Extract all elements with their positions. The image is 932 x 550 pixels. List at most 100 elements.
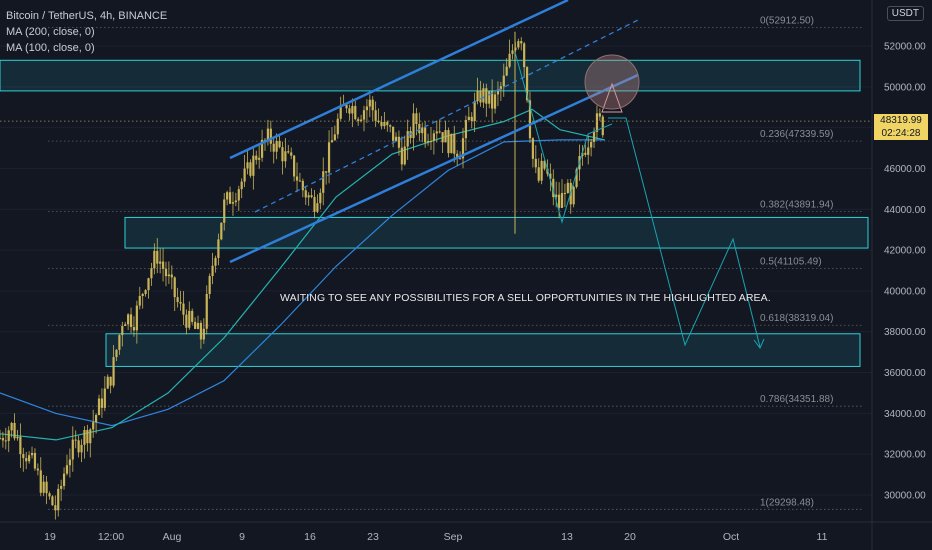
candle-body [80, 444, 83, 453]
candle-body [173, 277, 176, 298]
projection-arrowhead [753, 338, 765, 349]
candle-body [191, 310, 194, 322]
projection-line [608, 117, 761, 348]
candle-body [377, 120, 380, 122]
candle-body [595, 113, 599, 132]
candle-body [293, 155, 296, 177]
candle-body [89, 429, 92, 444]
candle-body [129, 314, 133, 328]
time-tick: 9 [239, 531, 245, 543]
candle-body [310, 195, 313, 197]
time-tick: 13 [561, 531, 573, 543]
sell-zone-circle [584, 54, 640, 110]
candle-body [432, 133, 435, 141]
candle-body [584, 152, 587, 155]
candle-body [243, 168, 246, 182]
candle-body [499, 86, 502, 90]
candle-body [226, 192, 229, 200]
candle-body [7, 430, 10, 441]
candle-body [537, 167, 540, 181]
candle-body [290, 152, 293, 156]
currency-button[interactable]: USDT [886, 6, 924, 21]
candle-body [246, 162, 249, 169]
candle-body [205, 293, 208, 329]
candle-body [112, 357, 115, 386]
candle-body [348, 108, 351, 114]
candle-body [511, 50, 514, 54]
candle-body [83, 429, 86, 445]
candle-body [368, 99, 371, 107]
candle-body [467, 116, 470, 120]
candle-body [16, 436, 19, 439]
candle-body [447, 130, 450, 154]
candle-body [295, 176, 299, 181]
candle-body [260, 139, 264, 158]
candle-body [208, 276, 211, 294]
candle-body [563, 192, 567, 194]
candle-body [60, 485, 63, 489]
candle-body [167, 274, 170, 277]
candle-body [10, 422, 13, 431]
candle-body [412, 113, 415, 139]
candle-body [450, 133, 453, 154]
trade-annotation: WAITING TO SEE ANY POSSIBILITIES FOR A S… [280, 292, 771, 304]
candle-body [30, 452, 34, 456]
candle-body [534, 158, 537, 168]
candle-body [103, 388, 106, 408]
candle-body [220, 222, 223, 240]
time-tick: 19 [44, 531, 56, 543]
candle-body [281, 147, 284, 162]
candle-body [57, 488, 60, 511]
candle-body [156, 250, 159, 264]
candle-body [549, 173, 552, 179]
candle-body [383, 121, 386, 127]
candle-body [301, 180, 304, 191]
price-tick: 38000.00 [884, 327, 926, 338]
candle-body [231, 202, 235, 204]
candle-body [351, 106, 354, 114]
candle-body [223, 199, 226, 223]
candle-body [48, 493, 51, 497]
time-tick: 23 [367, 531, 379, 543]
time-tick: 12:00 [98, 531, 124, 543]
candle-body [394, 136, 398, 141]
candle-body [444, 130, 447, 143]
fib-label: 0.236(47339.59) [760, 129, 833, 140]
fib-label: 0.786(34351.88) [760, 394, 833, 405]
candle-body [330, 140, 334, 143]
candle-body [386, 121, 389, 126]
candle-body [508, 53, 511, 67]
price-tick: 42000.00 [884, 246, 926, 257]
candle-body [36, 468, 39, 471]
candle-body [97, 398, 101, 415]
candle-body [19, 436, 22, 455]
candle-body [339, 105, 342, 119]
candle-body [479, 90, 482, 103]
candle-body [161, 261, 165, 269]
candle-body [482, 88, 485, 103]
candle-body [485, 88, 488, 104]
candle-body [365, 106, 369, 111]
candle-body [1, 438, 5, 441]
candle-body [456, 153, 459, 159]
candle-body [94, 414, 98, 423]
channel-mid [254, 19, 639, 213]
fib-label: 0.5(41105.49) [760, 256, 822, 267]
highlight-zone [124, 216, 869, 249]
candle-body [65, 465, 69, 474]
moving-averages [0, 108, 605, 441]
candle-body [287, 151, 290, 153]
candle-body [164, 268, 168, 277]
price-axis: 30000.00 32000.00 34000.00 36000.00 38000.00… [871, 0, 926, 550]
candle-body [118, 335, 121, 350]
candle-body [470, 116, 473, 122]
candle-body [592, 131, 596, 142]
candle-body [540, 160, 543, 181]
candle-body [62, 473, 66, 486]
target-triangle [601, 82, 623, 113]
candle-body [275, 140, 278, 152]
candle-body [68, 459, 71, 466]
candle-body [272, 143, 275, 152]
candle-body [400, 147, 403, 165]
